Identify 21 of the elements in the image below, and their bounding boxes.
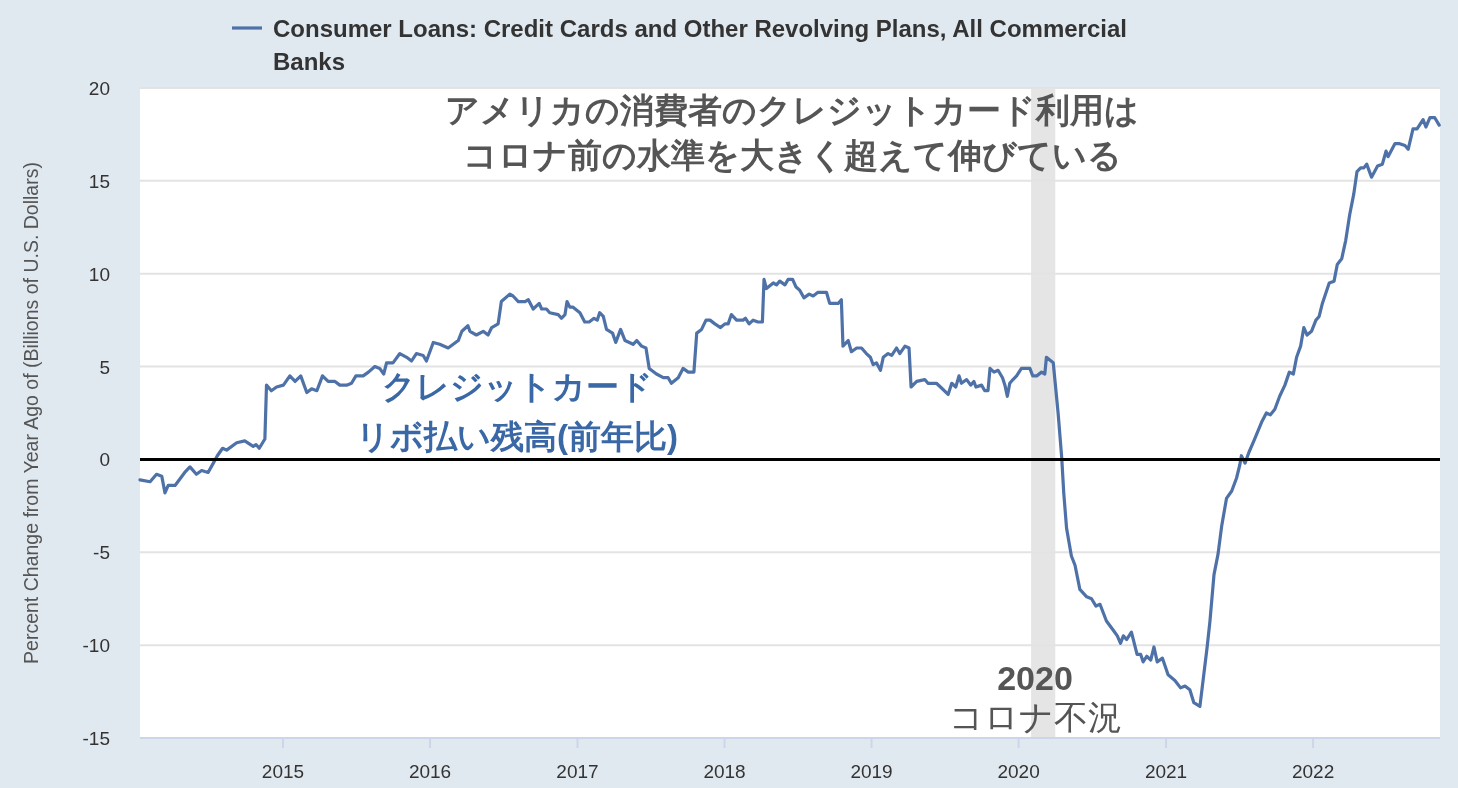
legend-label: Consumer Loans: Credit Cards and Other Revolving Plans, All Commercial Banks bbox=[273, 15, 1127, 75]
x-tick-label: 2022 bbox=[1291, 761, 1335, 782]
y-tick-label: -15 bbox=[82, 728, 110, 749]
y-tick-label: -10 bbox=[82, 635, 110, 657]
x-tick-label: 2015 bbox=[261, 761, 305, 782]
x-tick-label: 2017 bbox=[556, 761, 599, 782]
y-tick-label: 10 bbox=[88, 263, 110, 285]
x-tick-label: 2018 bbox=[703, 761, 746, 782]
annotation: クレジットカードリボ払い残高(前年比) bbox=[356, 368, 678, 455]
y-tick-label: 15 bbox=[88, 170, 110, 192]
x-tick-label: 2020 bbox=[997, 761, 1040, 782]
y-tick-label: 20 bbox=[88, 78, 110, 99]
x-tick-label: 2016 bbox=[408, 761, 452, 782]
annotation: アメリカの消費者のクレジットカード利用はコロナ前の水準を大きく超えて伸びている bbox=[445, 91, 1139, 174]
annotation: 2020 コロナ不況 bbox=[948, 659, 1122, 736]
y-axis-title: Percent Change from Year Ago of (Billions of U.S. Dollars) bbox=[20, 162, 42, 664]
y-tick-label: 5 bbox=[99, 356, 110, 378]
y-tick-label: -5 bbox=[93, 542, 110, 564]
y-tick-label: 0 bbox=[99, 449, 110, 471]
x-tick-label: 2019 bbox=[850, 761, 893, 782]
x-tick-label: 2021 bbox=[1144, 761, 1188, 782]
